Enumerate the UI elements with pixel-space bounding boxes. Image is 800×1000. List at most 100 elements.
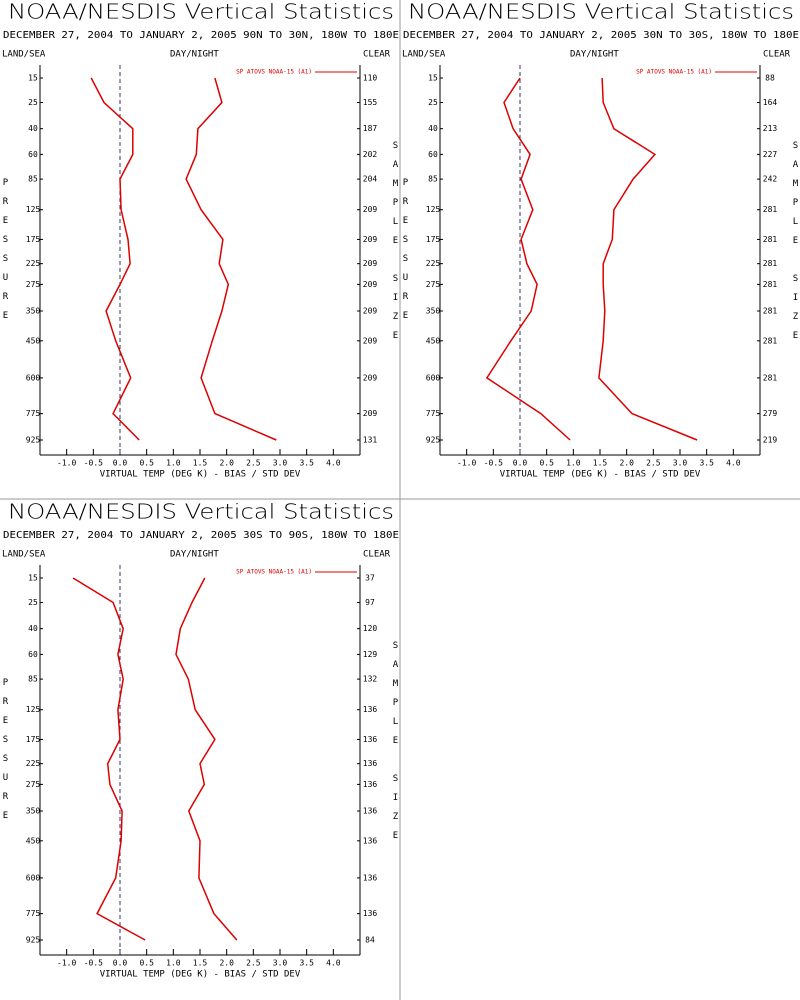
sample-size-label: 209 [363,306,378,315]
x-tick-label: 0.0 [113,459,128,468]
chart-panel: NOAA/NESDIS Vertical Statistics DECEMBER … [401,0,800,480]
bias-line [485,77,571,441]
sample-size-label: 281 [763,336,778,345]
x-tick-label: 2.0 [219,459,234,468]
x-tick-label: -0.5 [84,959,103,968]
chart-title: NOAA/NESDIS Vertical Statistics [8,500,394,524]
std-dev-line [175,577,238,941]
sample-size-label: 120 [363,624,378,633]
y-tick-label: 775 [26,409,41,418]
sample-size-label: 131 [363,436,378,445]
x-tick-label: 4.0 [726,459,741,468]
x-tick-label: 3.5 [299,459,314,468]
y-tick-label: 775 [426,409,441,418]
y-tick-label: 25 [28,98,38,107]
x-tick-label: 1.5 [193,459,208,468]
x-tick-label: 4.0 [326,959,341,968]
chart-subtitle: DECEMBER 27, 2004 TO JANUARY 2, 2005 30S… [3,530,399,541]
chart-panel: NOAA/NESDIS Vertical Statistics DECEMBER … [1,0,401,480]
sample-size-label: 136 [363,705,378,714]
y-tick-label: 175 [426,235,441,244]
sample-size-label: 209 [363,280,378,289]
chart-subtitle: DECEMBER 27, 2004 TO JANUARY 2, 2005 30N… [403,30,799,41]
chart-title: NOAA/NESDIS Vertical Statistics [408,0,794,24]
y-tick-label: 25 [428,98,438,107]
x-tick-label: 2.5 [246,459,261,468]
x-tick-label: 0.5 [139,959,154,968]
legend-label: SP ATOVS NOAA-15 (A1) [236,69,312,76]
sample-size-label: 132 [363,675,378,684]
sample-size-label: 209 [363,205,378,214]
y-tick-label: 15 [28,574,38,583]
chart-subtitle: DECEMBER 27, 2004 TO JANUARY 2, 2005 90N… [3,30,399,41]
y-tick-label: 40 [28,124,38,133]
y-tick-label: 175 [26,235,41,244]
y-tick-label: 60 [28,650,38,659]
y2-axis-label: SAMPLE SIZE [791,141,800,350]
y-tick-label: 85 [28,675,38,684]
y-tick-label: 225 [26,259,41,268]
y-tick-label: 275 [26,280,41,289]
header: DAY/NIGHT [570,50,619,60]
x-tick-label: 0.5 [539,459,554,468]
sample-size-label: 213 [763,124,778,133]
std-dev-line [185,77,277,441]
x-tick-label: 0.0 [513,459,528,468]
sample-size-label: 209 [363,373,378,382]
y-tick-label: 350 [426,306,441,315]
legend-label: SP ATOVS NOAA-15 (A1) [236,569,312,576]
y-tick-label: 450 [26,836,41,845]
x-tick-label: 1.5 [193,959,208,968]
sample-size-label: 202 [363,150,378,159]
y-tick-label: 225 [426,259,441,268]
y-tick-label: 25 [28,598,38,607]
sample-size-label: 110 [363,74,378,83]
x-tick-label: 3.0 [273,959,288,968]
header: DAY/NIGHT [170,550,219,560]
sample-size-label: 136 [363,836,378,845]
sample-size-label: 155 [363,98,378,107]
y-tick-label: 85 [28,175,38,184]
x-tick-label: 2.0 [619,459,634,468]
x-tick-label: -1.0 [57,459,76,468]
x-axis-label: VIRTUAL TEMP (DEG K) - BIAS / STD DEV [500,470,701,480]
y-tick-label: 275 [426,280,441,289]
x-tick-label: 1.0 [166,459,181,468]
x-tick-label: 3.0 [673,459,688,468]
y-tick-label: 125 [426,205,441,214]
sample-size-label: 136 [363,806,378,815]
y-tick-label: 225 [26,759,41,768]
sample-size-label: 164 [763,98,778,107]
sample-size-label: 97 [365,598,375,607]
header: CLEAR [363,550,391,560]
y-tick-label: 15 [428,74,438,83]
y-tick-label: 450 [26,336,41,345]
x-tick-label: 1.0 [566,459,581,468]
sample-size-label: 204 [363,175,378,184]
y2-axis-label: SAMPLE SIZE [391,641,401,850]
sample-size-label: 281 [763,259,778,268]
legend-label: SP ATOVS NOAA-15 (A1) [636,69,712,76]
x-tick-label: 1.5 [593,459,608,468]
y-axis-label: PRESSURE [1,178,11,330]
y-tick-label: 600 [26,373,41,382]
x-axis-label: VIRTUAL TEMP (DEG K) - BIAS / STD DEV [100,470,301,480]
y-axis-label: PRESSURE [401,178,411,330]
chart-panel: NOAA/NESDIS Vertical Statistics DECEMBER … [1,500,401,980]
sample-size-label: 209 [363,235,378,244]
sample-size-label: 281 [763,205,778,214]
x-tick-label: 2.5 [246,959,261,968]
x-tick-label: 3.5 [299,959,314,968]
sample-size-label: 281 [763,280,778,289]
x-tick-label: 4.0 [326,459,341,468]
x-tick-label: 3.5 [699,459,714,468]
sample-size-label: 136 [363,873,378,882]
sample-size-label: 136 [363,909,378,918]
x-tick-label: 2.0 [219,959,234,968]
sample-size-label: 242 [763,175,778,184]
x-tick-label: 0.0 [113,959,128,968]
sample-size-label: 136 [363,735,378,744]
sample-size-label: 136 [363,759,378,768]
y-tick-label: 450 [426,336,441,345]
